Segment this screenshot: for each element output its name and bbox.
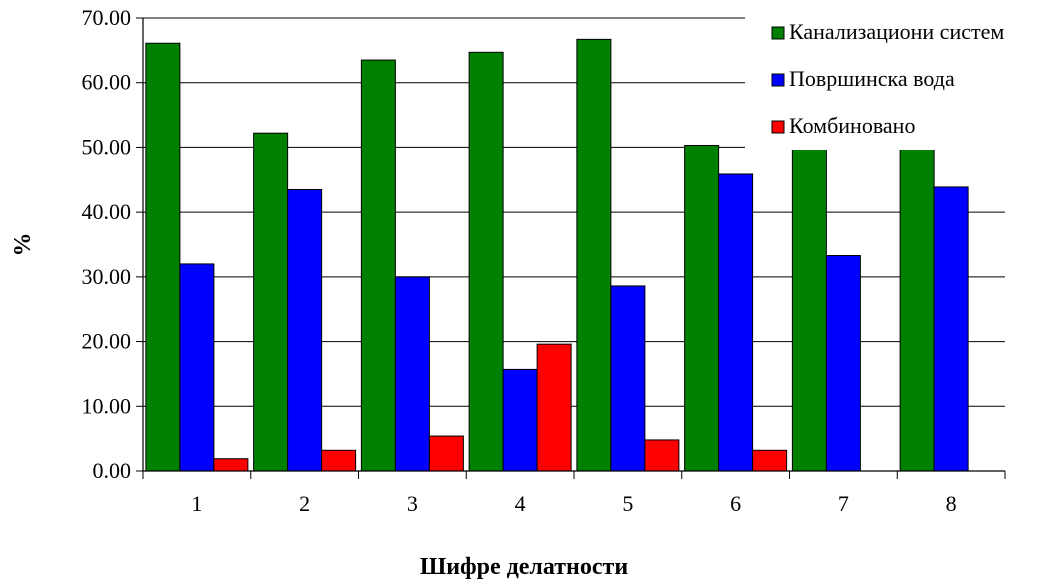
x-tick-label: 4 xyxy=(515,491,526,516)
legend: Канализациони систем Површинска вода Комби… xyxy=(745,0,1053,150)
x-axis-title: Шифре делатности xyxy=(420,554,628,580)
y-tick-label: 0.00 xyxy=(93,458,132,483)
bar-series-3-cat-6 xyxy=(752,449,788,472)
legend-swatch xyxy=(771,26,785,40)
bar-series-2-cat-4 xyxy=(502,368,538,472)
bar-series-2-cat-8 xyxy=(933,186,969,472)
x-tick-label: 2 xyxy=(299,491,310,516)
bar-series-3-cat-3 xyxy=(428,435,464,472)
legend-label: Канализациони систем xyxy=(789,19,1004,44)
y-tick-label: 70.00 xyxy=(82,5,132,30)
legend-label: Површинска вода xyxy=(789,66,955,91)
bar-series-1-cat-7 xyxy=(791,146,827,472)
bar-series-3-cat-2 xyxy=(321,449,357,472)
legend-swatch xyxy=(771,73,785,87)
x-tick-label: 7 xyxy=(838,491,849,516)
x-tick-label: 3 xyxy=(407,491,418,516)
x-tick-label: 1 xyxy=(191,491,202,516)
y-tick-label: 20.00 xyxy=(82,329,132,354)
x-tick-label: 6 xyxy=(730,491,741,516)
y-tick-label: 30.00 xyxy=(82,264,132,289)
bar-series-3-cat-4 xyxy=(536,343,572,472)
axes xyxy=(136,17,1006,479)
bar-series-2-cat-7 xyxy=(825,255,861,472)
bar-series-2-cat-6 xyxy=(718,173,754,472)
legend-label: Комбиновано xyxy=(789,113,915,138)
bar-series-1-cat-2 xyxy=(253,132,289,472)
bar-series-3-cat-1 xyxy=(213,458,249,472)
legend-swatch xyxy=(771,120,785,134)
bar-series-1-cat-6 xyxy=(684,144,720,472)
y-tick-label: 10.00 xyxy=(82,393,132,418)
x-tick-label: 5 xyxy=(622,491,633,516)
y-tick-labels: 0.00 10.00 20.00 30.00 40.00 50.00 60.00 70.00 xyxy=(82,5,132,483)
bar-series-2-cat-2 xyxy=(287,188,323,472)
bar-series-1-cat-5 xyxy=(576,38,612,472)
bar-series-1-cat-8 xyxy=(899,146,935,472)
x-tick-labels: 1 2 3 4 5 6 7 8 xyxy=(191,491,956,516)
bar-series-2-cat-1 xyxy=(179,263,215,472)
legend-background xyxy=(745,0,1053,150)
x-tick-label: 8 xyxy=(946,491,957,516)
bar-series-2-cat-5 xyxy=(610,285,646,472)
y-tick-label: 60.00 xyxy=(82,70,132,95)
bar-series-1-cat-3 xyxy=(360,59,396,472)
y-tick-label: 40.00 xyxy=(82,199,132,224)
bar-series-3-cat-5 xyxy=(644,439,680,472)
bar-series-2-cat-3 xyxy=(394,276,430,472)
bar-series-1-cat-4 xyxy=(468,51,504,472)
y-tick-label: 50.00 xyxy=(82,134,132,159)
y-axis-title: % xyxy=(10,233,36,257)
bar-series-1-cat-1 xyxy=(145,42,181,472)
